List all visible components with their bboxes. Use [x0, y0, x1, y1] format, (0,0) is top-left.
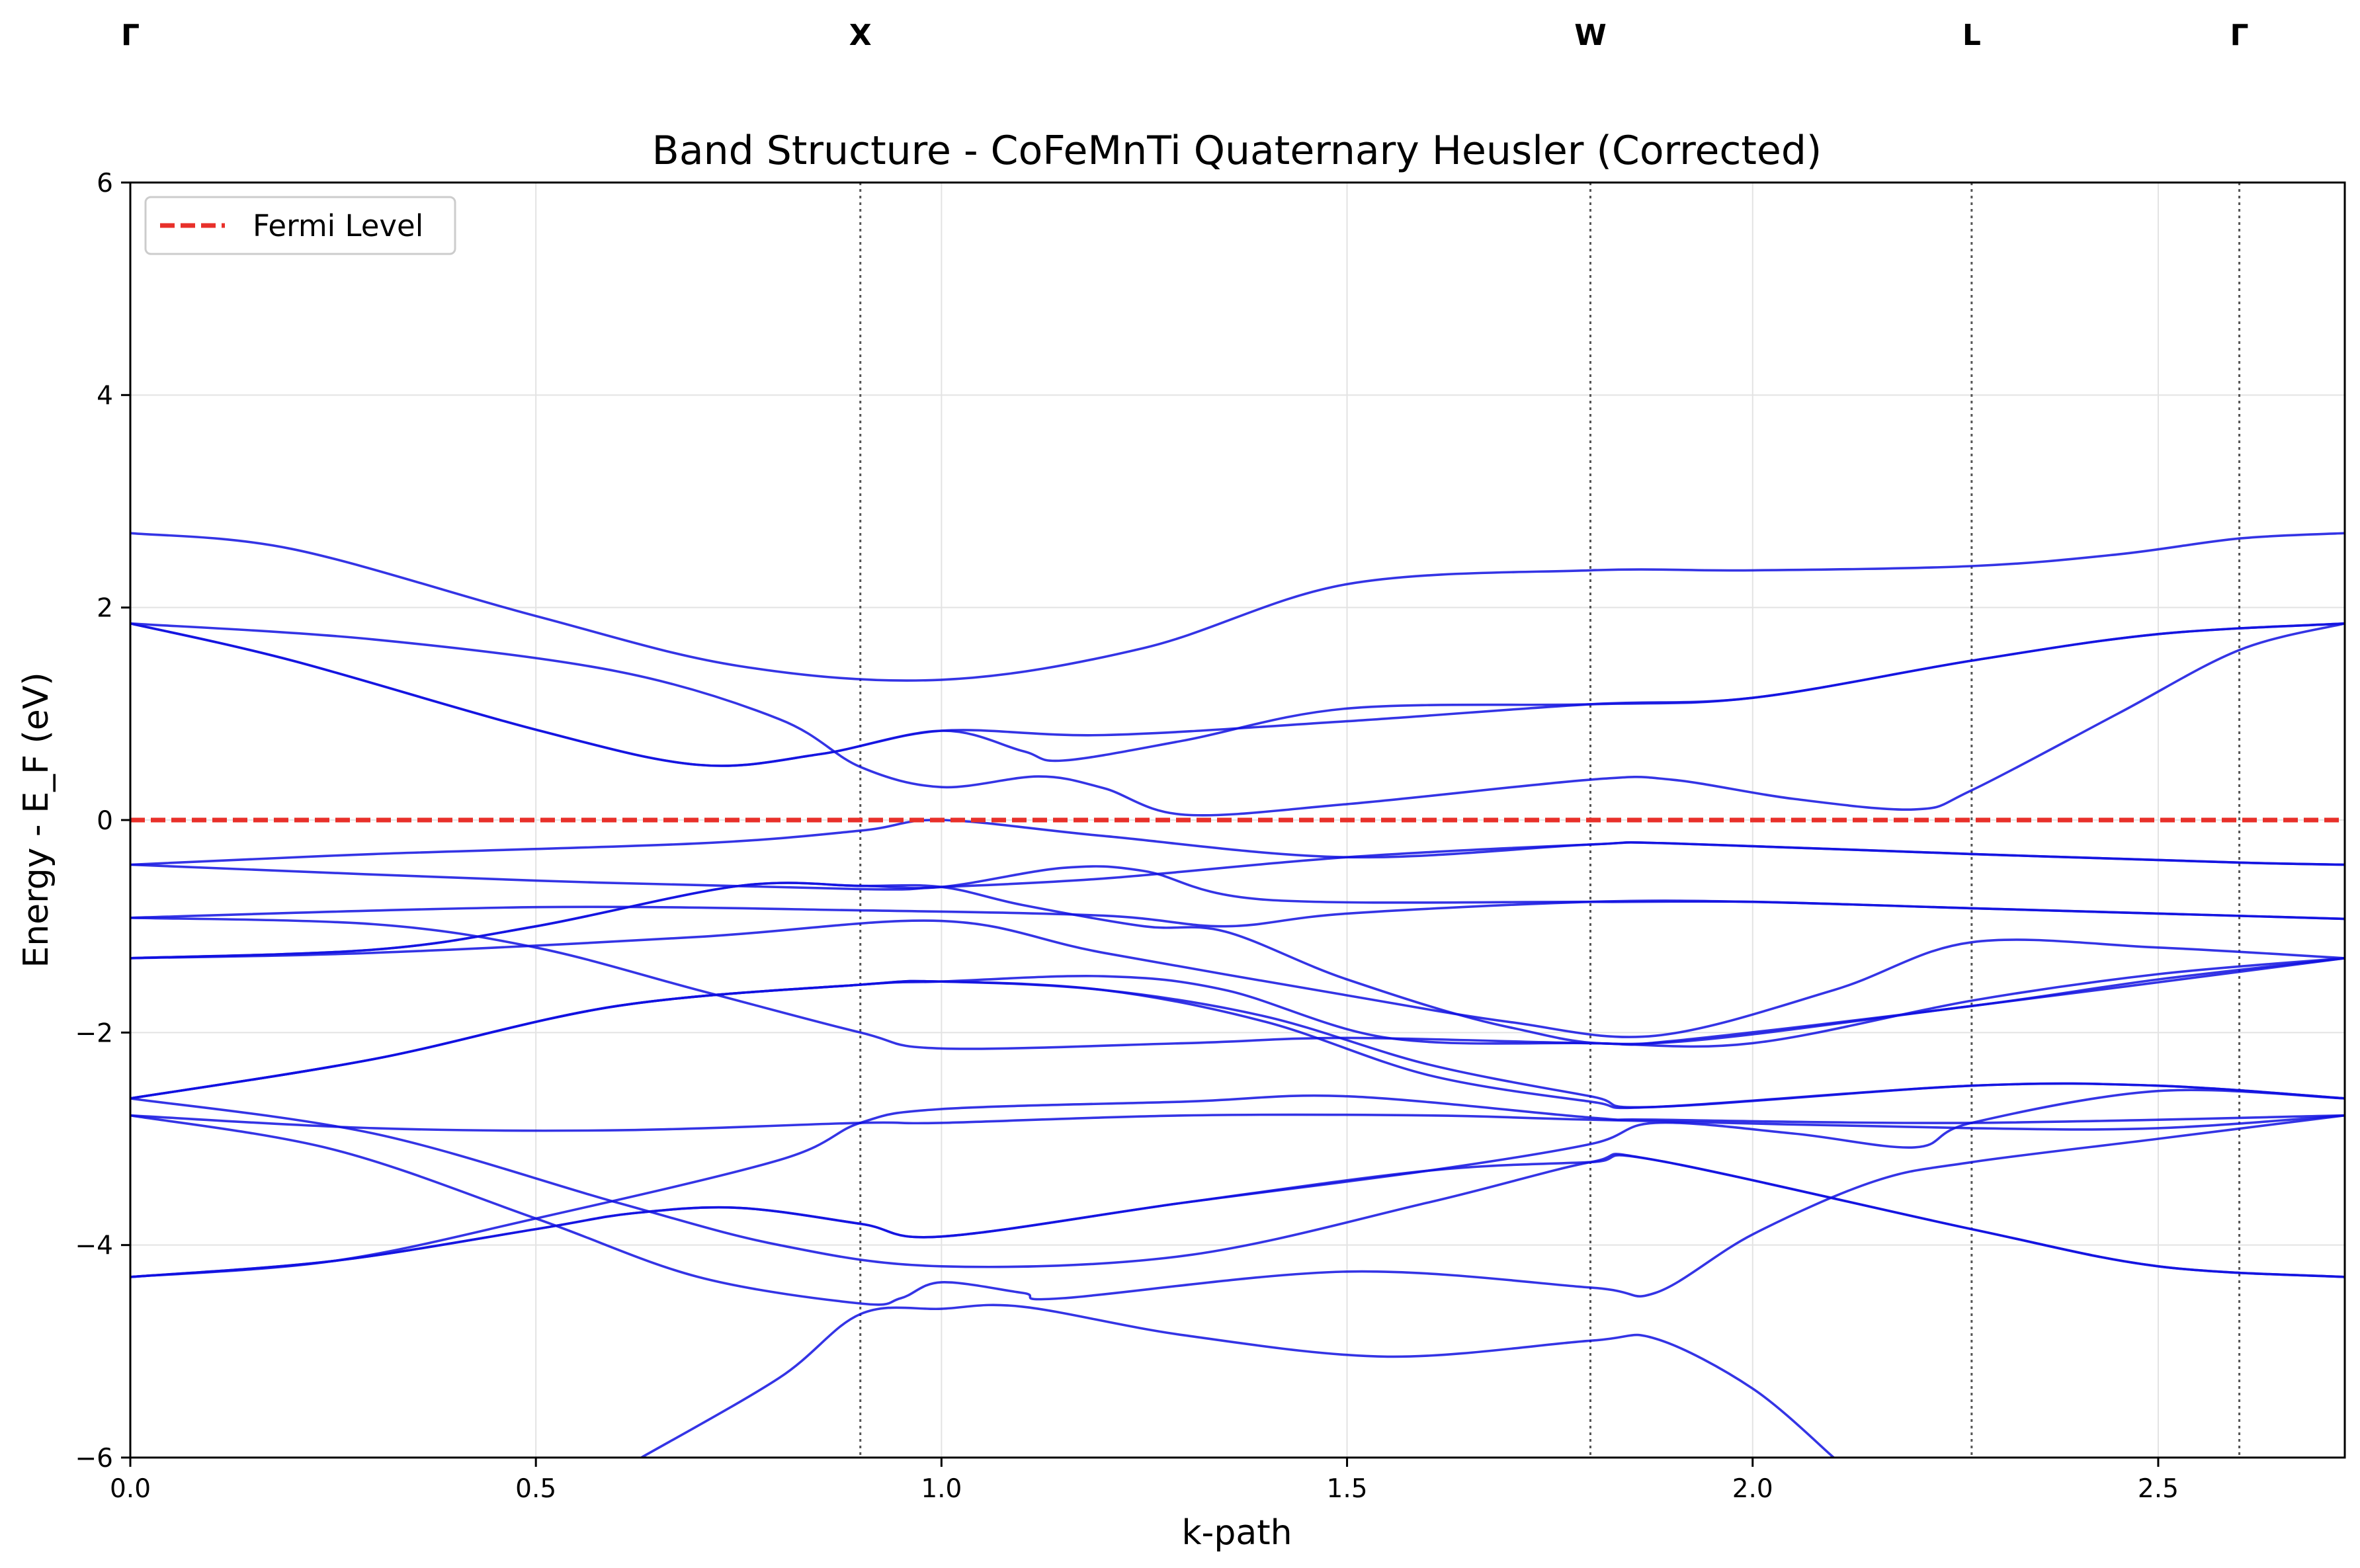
y-axis-label: Energy - E_F (eV) [17, 672, 56, 968]
x-tick-label: 1.0 [921, 1474, 962, 1504]
x-tick-label: 0.5 [515, 1474, 556, 1504]
bands [130, 532, 2345, 1458]
y-tick-label: −6 [75, 1444, 114, 1473]
chart-title: Band Structure - CoFeMnTi Quaternary Heu… [652, 128, 1822, 174]
legend: Fermi Level [144, 196, 456, 255]
x-tick-label: 2.5 [2138, 1474, 2179, 1504]
band-line [130, 919, 2345, 1038]
band-line [130, 1113, 2345, 1132]
high-symmetry-label: W [1574, 19, 1607, 52]
band-line [130, 841, 2345, 891]
y-tick-label: 0 [97, 806, 113, 836]
y-tick-label: −2 [75, 1018, 114, 1048]
x-tick-label: 1.5 [1327, 1474, 1368, 1504]
high-symmetry-label: X [849, 19, 872, 52]
band-line [640, 1303, 1835, 1458]
band-line [130, 532, 2345, 682]
band-line [130, 622, 2345, 767]
band-line [130, 1114, 2345, 1306]
x-tick-label: 2.0 [1732, 1474, 1773, 1504]
legend-fermi-label: Fermi Level [253, 208, 423, 243]
legend-box [144, 196, 456, 255]
band-line [130, 622, 2345, 817]
high-symmetry-label: L [1962, 19, 1981, 52]
y-tick-label: 4 [97, 381, 113, 411]
high-symmetry-label: Γ [2230, 19, 2249, 52]
band-line [130, 1089, 2345, 1278]
band-line [130, 1094, 2345, 1278]
y-tick-label: 6 [97, 169, 113, 198]
band-line [130, 979, 2345, 1110]
y-tick-label: 2 [97, 594, 113, 624]
y-axis-ticks: −6 −4 −2 0 2 4 6 [75, 169, 130, 1473]
y-tick-label: −4 [75, 1231, 114, 1261]
band-line [130, 865, 2345, 960]
x-tick-label: 0.0 [110, 1474, 151, 1504]
x-axis-label: k-path [1181, 1513, 1292, 1553]
high-symmetry-label: Γ [121, 19, 140, 52]
x-axis-ticks: 0.0 0.5 1.0 1.5 2.0 2.5 [110, 1458, 2179, 1504]
plot-area [130, 183, 2345, 1458]
